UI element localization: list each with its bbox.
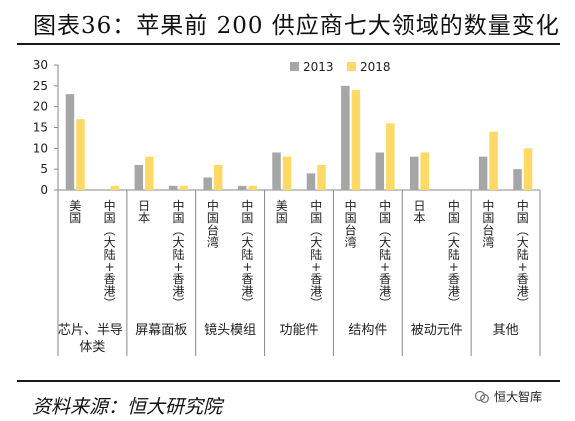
bar-2018 [489, 131, 498, 190]
x-tick-label: 美国 [69, 199, 81, 225]
bar-2013 [341, 85, 350, 190]
x-tick-label: 中国台湾 [482, 198, 494, 250]
y-tick-label: 10 [33, 141, 48, 155]
x-tick-label: 中国台湾 [345, 198, 357, 250]
group-label: 屏幕面板 [135, 323, 187, 338]
x-tick-label: 中国︵大陆+香港︶ [241, 198, 253, 311]
x-tick-label: 中国台湾 [207, 198, 219, 250]
legend-label-2013: 2013 [303, 60, 334, 74]
x-tick-label: 中国︵大陆+香港︶ [517, 198, 529, 311]
bottom-rule [17, 380, 560, 382]
bar-2018 [76, 119, 85, 190]
bar-2013 [169, 185, 178, 190]
y-tick-label: 25 [33, 79, 48, 93]
watermark-label: 恒大智库 [494, 390, 543, 404]
bar-2018 [351, 90, 361, 190]
y-tick-label: 15 [33, 121, 48, 135]
bar-2018 [420, 152, 429, 190]
bar-2018 [282, 156, 292, 190]
top-rule [17, 43, 560, 45]
y-tick-label: 5 [40, 162, 48, 176]
bar-2018 [317, 165, 326, 190]
x-tick-label: 中国︵大陆+香港︶ [379, 198, 391, 311]
legend-swatch-2018 [347, 62, 356, 71]
bar-2013 [306, 173, 316, 190]
x-tick-label: 中国︵大陆+香港︶ [310, 198, 322, 311]
group-label: 功能件 [279, 323, 318, 338]
bar-2018 [248, 185, 257, 190]
x-tick-label: 美国 [276, 199, 288, 225]
bar-2018 [213, 165, 223, 190]
bar-2013 [203, 177, 212, 190]
bar-2018 [386, 123, 395, 190]
wechat-icon [474, 390, 489, 403]
page-title: 图表36：苹果前 200 供应商七大领域的数量变化 [33, 13, 560, 39]
bar-2013 [237, 185, 247, 190]
x-tick-label: 日本 [413, 199, 425, 225]
x-tick-label: 中国︵大陆+香港︶ [104, 198, 116, 311]
bar-2018 [523, 148, 533, 190]
bar-2018 [179, 185, 188, 190]
bar-2018 [145, 156, 154, 190]
y-tick-label: 0 [40, 183, 48, 197]
bar-2013 [513, 169, 522, 190]
x-tick-label: 中国︵大陆+香港︶ [172, 198, 184, 311]
group-label: 镜头模组 [204, 323, 256, 338]
y-tick-label: 20 [33, 100, 48, 114]
bar-2013 [65, 94, 75, 190]
bar-2013 [272, 152, 281, 190]
group-label: 结构件 [348, 323, 387, 338]
group-label-line2: 体类 [79, 340, 105, 355]
x-tick-label: 中国︵大陆+香港︶ [448, 198, 460, 311]
watermark: 恒大智库 [474, 388, 542, 405]
group-label: 被动元件 [411, 323, 463, 338]
bar-2018 [110, 185, 120, 190]
source-note: 资料来源：恒大研究院 [32, 396, 223, 418]
bar-2013 [478, 156, 488, 190]
bar-2013 [134, 165, 144, 190]
legend-label-2018: 2018 [360, 60, 391, 74]
y-tick-label: 30 [33, 58, 48, 72]
bar-2013 [375, 152, 385, 190]
bar-2013 [410, 156, 419, 190]
x-tick-label: 日本 [138, 199, 150, 225]
group-label: 芯片、半导 [58, 323, 123, 338]
group-label: 其他 [493, 323, 519, 338]
title-bar: 图表36：苹果前 200 供应商七大领域的数量变化 [0, 0, 575, 44]
legend-swatch-2013 [290, 62, 299, 71]
